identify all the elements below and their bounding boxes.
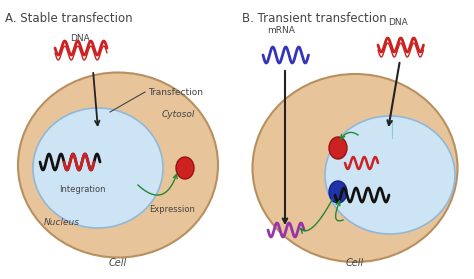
Text: Integration: Integration	[59, 185, 105, 194]
Text: DNA: DNA	[70, 34, 90, 43]
Text: Cell: Cell	[346, 258, 364, 268]
Ellipse shape	[329, 181, 347, 203]
Text: B. Transient transfection: B. Transient transfection	[242, 12, 387, 25]
Ellipse shape	[18, 73, 218, 258]
Text: Cell: Cell	[109, 258, 127, 268]
Text: Expression: Expression	[149, 205, 195, 214]
Text: Cytosol: Cytosol	[161, 110, 195, 119]
Ellipse shape	[325, 116, 455, 234]
Text: Transfection: Transfection	[148, 88, 203, 97]
Ellipse shape	[329, 137, 347, 159]
Ellipse shape	[253, 74, 457, 262]
Ellipse shape	[33, 108, 163, 228]
Ellipse shape	[176, 157, 194, 179]
Text: DNA: DNA	[388, 18, 408, 27]
Text: Nucleus: Nucleus	[44, 218, 80, 227]
Text: A. Stable transfection: A. Stable transfection	[5, 12, 133, 25]
Text: mRNA: mRNA	[267, 26, 295, 35]
